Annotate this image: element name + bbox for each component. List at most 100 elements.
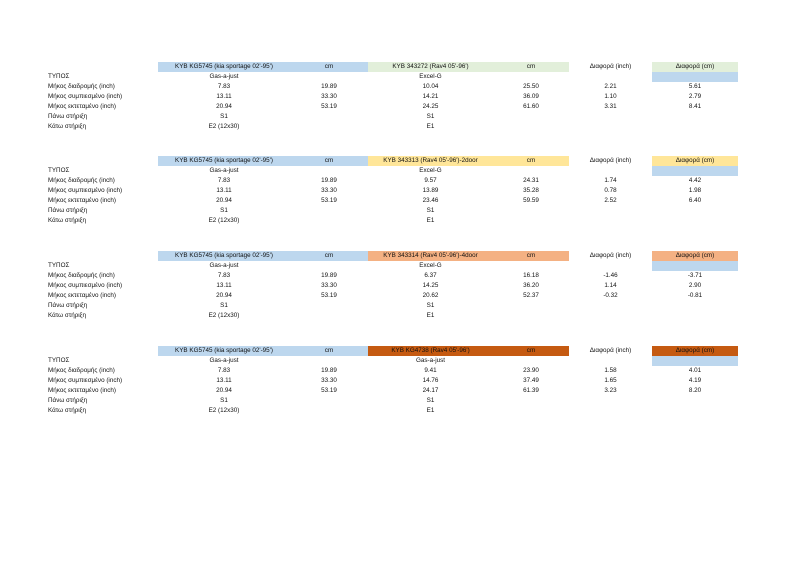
model-a-stroke-inch: 7.83 (217, 177, 231, 184)
model-b-stroke-cm: 24.31 (523, 177, 539, 184)
diff-compressed-inch: 0.78 (604, 187, 617, 194)
top-mount-row: Πάνω στήριξη S1 S1 (0, 112, 800, 122)
compressed-row: Μήκος συμπιεσμένο (inch) 13.11 33.30 14.… (0, 92, 800, 102)
compressed-row: Μήκος συμπιεσμένο (inch) 13.11 33.30 13.… (0, 186, 800, 196)
top-mount-row: Πάνω στήριξη S1 S1 (0, 396, 800, 406)
row-label-stroke: Μήκος διαδρομής (inch) (48, 272, 115, 279)
model-b-bottom-mount: E1 (426, 217, 435, 224)
model-b-extended-cm: 61.60 (523, 103, 539, 110)
row-label-bottom-mount: Κάτω στήριξη (48, 312, 87, 319)
model-b-header: KYB 343313 (Rav4 05'-96')-2door (368, 156, 493, 166)
bottom-mount-row: Κάτω στήριξη E2 (12x30) E1 (0, 216, 800, 226)
model-a-bottom-mount: E2 (12x30) (208, 312, 240, 319)
row-label-type: ΤΥΠΟΣ (48, 167, 70, 174)
diff-stroke-cm: 5.61 (688, 83, 702, 90)
diff-inch-header: Διαφορά (inch) (589, 252, 632, 259)
row-label-compressed: Μήκος συμπιεσμένο (inch) (48, 93, 123, 100)
model-a-bottom-mount: E2 (12x30) (208, 407, 240, 414)
model-a-type: Gas-a-just (209, 167, 239, 174)
model-b-compressed-inch: 13.89 (422, 187, 439, 194)
stroke-row: Μήκος διαδρομής (inch) 7.83 19.89 6.37 1… (0, 271, 800, 281)
model-b-cm-header: cm (493, 346, 569, 356)
model-a-header: KYB KG5745 (kia sportage 02'-95') (158, 251, 290, 261)
row-label-stroke: Μήκος διαδρομής (inch) (48, 83, 115, 90)
model-b-compressed-inch: 14.25 (422, 282, 439, 289)
model-b-extended-cm: 61.39 (523, 387, 539, 394)
model-b-bottom-mount: E1 (426, 312, 435, 319)
header-row: KYB KG5745 (kia sportage 02'-95') cm KYB… (0, 346, 800, 356)
diff-extended-cm: 8.20 (688, 387, 702, 394)
model-b-extended-inch: 24.25 (422, 103, 439, 110)
model-a-header: KYB KG5745 (kia sportage 02'-95') (158, 156, 290, 166)
model-b-header: KYB KG4738 (Rav4 05'-96') (368, 346, 493, 356)
header-row: KYB KG5745 (kia sportage 02'-95') cm KYB… (0, 62, 800, 72)
model-a-compressed-inch: 13.11 (216, 93, 232, 100)
model-b-top-mount: S1 (426, 397, 435, 404)
diff-extended-inch: 2.52 (604, 197, 617, 204)
diff-stroke-cm: 4.01 (688, 367, 702, 374)
model-a-extended-inch: 20.94 (216, 387, 232, 394)
row-label-extended: Μήκος εκτεταμένο (inch) (48, 103, 116, 110)
diff-extended-cm: 8.41 (688, 103, 702, 110)
top-mount-row: Πάνω στήριξη S1 S1 (0, 301, 800, 311)
model-b-type: Excel-G (419, 262, 442, 269)
diff-stroke-inch: -1.46 (603, 272, 618, 279)
row-label-extended: Μήκος εκτεταμένο (inch) (48, 292, 116, 299)
model-b-compressed-cm: 36.09 (523, 93, 539, 100)
model-b-cm-header: cm (493, 62, 569, 72)
diff-inch-header: Διαφορά (inch) (589, 63, 632, 70)
model-b-extended-inch: 24.17 (422, 387, 439, 394)
diff-extended-cm: -0.81 (687, 292, 703, 299)
row-label-top-mount: Πάνω στήριξη (48, 207, 88, 214)
model-b-compressed-inch: 14.21 (422, 93, 439, 100)
diff-stroke-cm: 4.42 (688, 177, 702, 184)
model-b-extended-inch: 23.46 (422, 197, 439, 204)
model-a-top-mount: S1 (220, 207, 228, 214)
diff-inch-header: Διαφορά (inch) (589, 157, 632, 164)
stroke-row: Μήκος διαδρομής (inch) 7.83 19.89 9.57 2… (0, 176, 800, 186)
model-b-extended-cm: 52.37 (523, 292, 539, 299)
model-a-compressed-cm: 33.30 (321, 377, 337, 384)
model-a-type: Gas-a-just (209, 73, 239, 80)
model-a-stroke-inch: 7.83 (217, 367, 231, 374)
model-a-compressed-inch: 13.11 (216, 377, 232, 384)
model-b-stroke-inch: 6.37 (424, 272, 437, 279)
extended-row: Μήκος εκτεταμένο (inch) 20.94 53.19 24.2… (0, 102, 800, 112)
model-a-compressed-cm: 33.30 (321, 282, 337, 289)
row-label-bottom-mount: Κάτω στήριξη (48, 123, 87, 130)
diff-compressed-cm: 2.90 (688, 282, 702, 289)
model-a-stroke-inch: 7.83 (217, 83, 231, 90)
header-row: KYB KG5745 (kia sportage 02'-95') cm KYB… (0, 156, 800, 166)
model-b-stroke-cm: 16.18 (523, 272, 539, 279)
model-a-extended-cm: 53.19 (321, 103, 337, 110)
model-a-bottom-mount: E2 (12x30) (208, 123, 240, 130)
model-a-extended-inch: 20.94 (216, 197, 232, 204)
row-label-compressed: Μήκος συμπιεσμένο (inch) (48, 282, 123, 289)
model-b-header: KYB 343314 (Rav4 05'-96')-4door (368, 251, 493, 261)
diff-cm-strip (652, 72, 738, 82)
row-label-stroke: Μήκος διαδρομής (inch) (48, 177, 115, 184)
model-a-bottom-mount: E2 (12x30) (208, 217, 240, 224)
compressed-row: Μήκος συμπιεσμένο (inch) 13.11 33.30 14.… (0, 281, 800, 291)
model-b-cm-header: cm (493, 251, 569, 261)
model-a-type: Gas-a-just (209, 262, 239, 269)
model-a-header: KYB KG5745 (kia sportage 02'-95') (158, 346, 290, 356)
model-b-top-mount: S1 (426, 207, 435, 214)
diff-compressed-cm: 4.19 (688, 377, 702, 384)
model-a-top-mount: S1 (220, 302, 228, 309)
diff-compressed-inch: 1.14 (604, 282, 617, 289)
model-b-type: Gas-a-just (415, 357, 446, 364)
diff-stroke-inch: 1.58 (604, 367, 617, 374)
row-label-extended: Μήκος εκτεταμένο (inch) (48, 387, 116, 394)
diff-cm-header: Διαφορά (cm) (652, 346, 738, 356)
diff-extended-cm: 6.40 (688, 197, 702, 204)
type-row: ΤΥΠΟΣ Gas-a-just Excel-G (0, 72, 800, 82)
model-a-top-mount: S1 (220, 113, 228, 120)
model-a-compressed-inch: 13.11 (216, 282, 232, 289)
extended-row: Μήκος εκτεταμένο (inch) 20.94 53.19 23.4… (0, 196, 800, 206)
diff-cm-header: Διαφορά (cm) (652, 156, 738, 166)
bottom-mount-row: Κάτω στήριξη E2 (12x30) E1 (0, 311, 800, 321)
model-b-compressed-cm: 36.20 (523, 282, 539, 289)
model-b-header: KYB 343272 (Rav4 05'-96') (368, 62, 493, 72)
model-a-extended-cm: 53.19 (321, 292, 337, 299)
